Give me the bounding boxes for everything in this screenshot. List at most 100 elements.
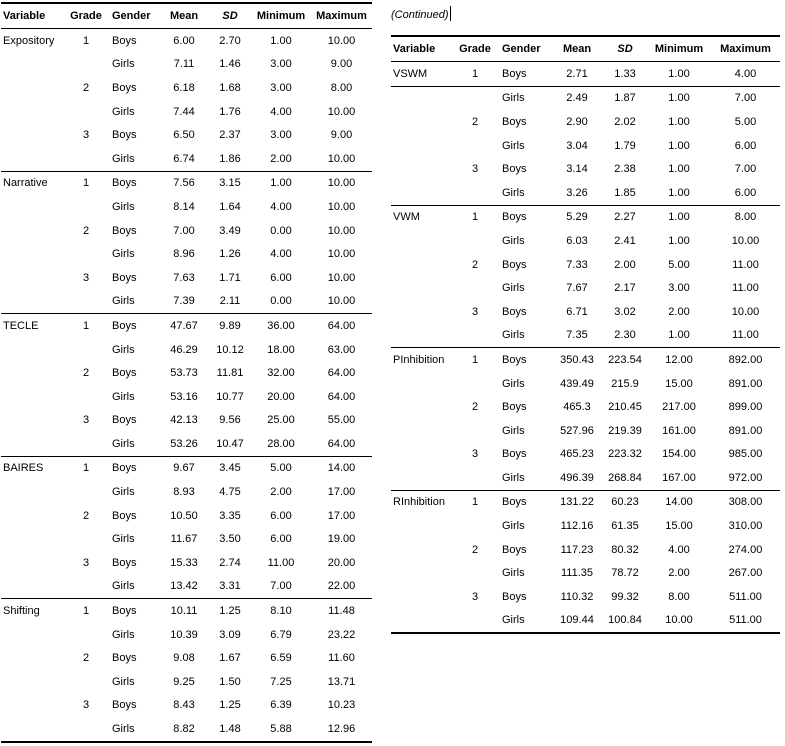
table-row: Girls 8.96 1.26 4.00 10.00	[1, 242, 372, 266]
cell-variable	[391, 466, 453, 490]
cell-gender: Girls	[112, 200, 135, 213]
column-header-sd: SD	[603, 36, 647, 62]
cell-variable: BAIRES	[1, 455, 65, 481]
cell-min: 1.00	[647, 61, 711, 87]
cell-mean: 8.14	[173, 200, 195, 213]
cell-grade: 1	[453, 347, 497, 372]
cell-max: 22.00	[327, 580, 356, 593]
cell-sd: 9.89	[209, 313, 251, 338]
table-row: Girls 109.44 100.84 10.00 511.00	[391, 609, 780, 634]
cell-max: 20.00	[327, 556, 356, 569]
cell-grade	[453, 229, 497, 253]
cell-sd: 2.27	[603, 204, 647, 230]
table-row: Girls 10.39 3.09 6.79 23.22	[1, 623, 372, 647]
cell-min: 20.00	[267, 390, 295, 403]
cell-sd: 2.37	[219, 129, 241, 142]
table-row: 3 Boys 15.33 2.74 11.00 20.00	[1, 551, 372, 575]
cell-min: 28.00	[267, 437, 295, 450]
cell-sd: 2.30	[614, 329, 636, 342]
cell-sd: 3.45	[209, 455, 251, 481]
cell-max: 10.00	[327, 105, 356, 118]
cell-variable: Narrative	[1, 170, 65, 196]
cell-min: 1.00	[668, 163, 690, 176]
cell-mean: 7.44	[173, 105, 195, 118]
cell-sd: 223.54	[603, 347, 647, 372]
cell-grade	[65, 717, 107, 742]
cell-gender: Boys	[107, 598, 159, 623]
cell-sd: 2.38	[614, 163, 636, 176]
cell-mean: 109.44	[560, 614, 594, 627]
cell-gender: Boys	[497, 489, 551, 515]
cell-mean: 6.00	[173, 34, 195, 47]
cell-max: 274.00	[728, 543, 763, 556]
cell-variable	[391, 372, 453, 396]
cell-gender: Boys	[107, 313, 159, 338]
cell-variable	[391, 229, 453, 253]
table-row: Girls 8.82 1.48 5.88 12.96	[1, 717, 372, 742]
cell-mean: 7.11	[173, 58, 195, 71]
cell-sd: 219.39	[608, 424, 642, 437]
cell-gender: Girls	[112, 343, 135, 356]
cell-variable	[1, 623, 65, 647]
cell-grade: 2	[471, 258, 479, 271]
table-row: Girls 7.44 1.76 4.00 10.00	[1, 100, 372, 124]
cell-gender: Boys	[112, 367, 137, 380]
cell-min: 6.00	[270, 533, 292, 546]
cell-grade: 2	[471, 115, 479, 128]
table-row: RInhibition 1 Boys 131.22 60.23 14.00 308.00	[391, 489, 780, 515]
table-row: 2 Boys 117.23 80.32 4.00 274.00	[391, 538, 780, 562]
table-row: Girls 11.67 3.50 6.00 19.00	[1, 527, 372, 551]
cell-mean: 42.13	[170, 414, 198, 427]
cell-grade	[453, 86, 497, 110]
cell-max: 11.60	[328, 652, 355, 665]
table-row: 3 Boys 42.13 9.56 25.00 55.00	[1, 409, 372, 433]
cell-sd: 2.74	[219, 556, 241, 569]
continued-line: (Continued)	[391, 6, 780, 22]
cell-variable	[391, 181, 453, 205]
cell-sd: 3.50	[219, 533, 241, 546]
descriptives-table-block-left: Variable Grade Gender Mean SD Minimum Maximum E…	[1, 2, 372, 743]
cell-variable	[1, 242, 65, 266]
cell-grade: 3	[82, 414, 90, 427]
cell-mean: 46.29	[170, 343, 198, 356]
cell-grade: 3	[471, 163, 479, 176]
cell-grade	[65, 195, 107, 219]
cell-grade	[65, 53, 107, 77]
cell-max: 308.00	[711, 489, 780, 515]
cell-mean: 111.35	[560, 567, 593, 580]
cell-max: 13.71	[327, 675, 356, 688]
cell-grade: 1	[65, 455, 107, 481]
table-row: Girls 8.93 4.75 2.00 17.00	[1, 480, 372, 504]
cell-gender: Girls	[112, 152, 135, 165]
cell-max: 23.22	[327, 628, 356, 641]
cell-mean: 2.71	[551, 61, 603, 87]
cell-sd: 1.68	[219, 81, 241, 94]
table-row: 2 Boys 7.00 3.49 0.00 10.00	[1, 219, 372, 243]
table-row: 3 Boys 7.63 1.71 6.00 10.00	[1, 266, 372, 290]
cell-gender: Girls	[502, 377, 525, 390]
cell-max: 310.00	[728, 520, 763, 533]
cell-sd: 2.11	[219, 295, 241, 308]
cell-sd: 78.72	[611, 567, 639, 580]
cell-min: 5.88	[270, 723, 292, 736]
column-header-grade: Grade	[65, 3, 107, 29]
cell-grade	[65, 385, 107, 409]
table-row: 2 Boys 2.90 2.02 1.00 5.00	[391, 110, 780, 134]
cell-grade: 1	[65, 598, 107, 623]
cell-max: 6.00	[734, 186, 757, 199]
cell-mean: 8.96	[173, 248, 195, 261]
cell-gender: Girls	[112, 580, 135, 593]
cell-min: 36.00	[251, 313, 311, 338]
cell-mean: 10.11	[159, 598, 209, 623]
cell-mean: 7.67	[566, 282, 588, 295]
cell-variable	[1, 551, 65, 575]
cell-min: 3.00	[668, 282, 690, 295]
cell-sd: 1.26	[219, 248, 241, 261]
cell-max: 10.00	[327, 152, 356, 165]
cell-sd: 11.81	[216, 367, 244, 380]
cell-sd: 1.79	[614, 139, 636, 152]
cell-max: 892.00	[711, 347, 780, 372]
cell-variable	[391, 514, 453, 538]
cell-mean: 7.63	[173, 271, 195, 284]
cell-mean: 350.43	[551, 347, 603, 372]
